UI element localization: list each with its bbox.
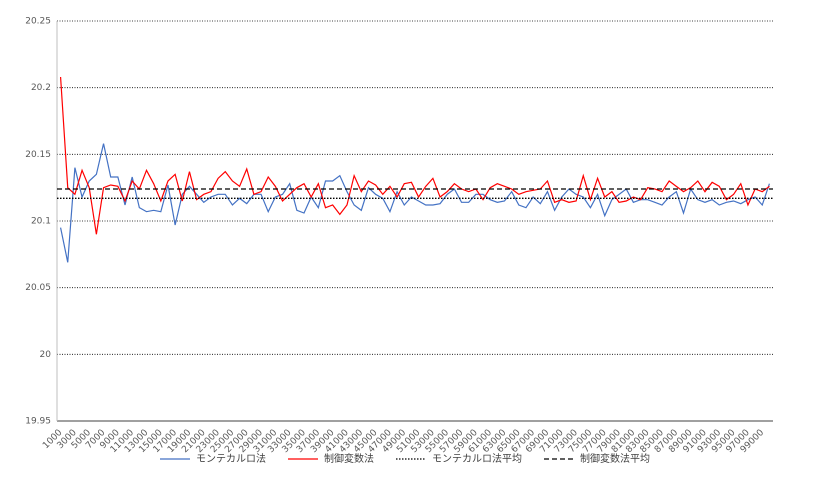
legend-label: 制御変数法平均 [580,452,650,465]
y-tick-label: 20.15 [25,150,51,160]
y-tick-label: 20.2 [31,83,51,93]
y-tick-label: 20.1 [31,217,51,227]
y-tick-label: 20.05 [25,283,51,293]
legend-label: 制御変数法 [324,452,374,465]
legend-label: モンテカルロ法 [196,452,266,465]
legend-label: モンテカルロ法平均 [432,452,522,465]
y-tick-label: 19.95 [25,417,51,427]
series-line [59,76,770,235]
y-tick-label: 20.25 [25,17,51,27]
y-tick-label: 20 [40,350,52,360]
series-line [59,143,770,263]
legend: モンテカルロ法 制御変数法 モンテカルロ法平均 制御変数法平均 [160,452,650,465]
